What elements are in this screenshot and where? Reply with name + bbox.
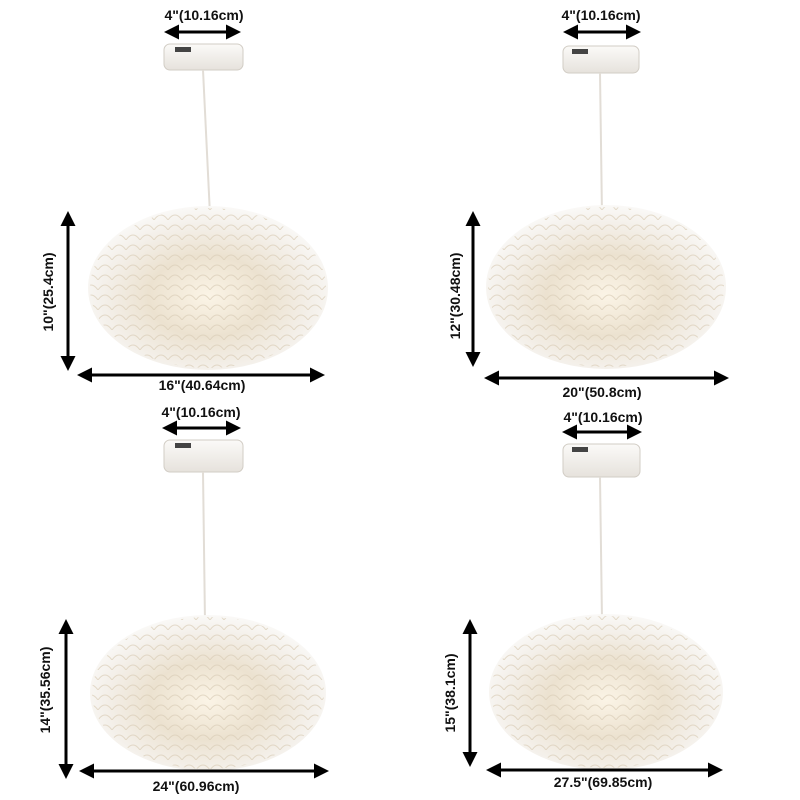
- canopy-width-label: 4"(10.16cm): [561, 7, 640, 23]
- feather-shade: [90, 615, 326, 771]
- ceiling-canopy: [163, 439, 244, 473]
- ceiling-canopy: [163, 43, 244, 71]
- lamp-panel-27-5in: 4"(10.16cm) 15"(38.1cm) 27.5"(69.85cm): [442, 409, 723, 790]
- feather-shade: [486, 205, 726, 369]
- feather-shade: [489, 614, 723, 770]
- ceiling-canopy: [562, 443, 641, 478]
- diameter-label: 20"(50.8cm): [562, 384, 641, 400]
- height-label: 12"(30.48cm): [447, 253, 463, 340]
- canopy-width-label: 4"(10.16cm): [164, 7, 243, 23]
- height-label: 10"(25.4cm): [40, 252, 56, 331]
- diameter-label: 27.5"(69.85cm): [554, 774, 652, 790]
- suspension-cord: [202, 471, 206, 623]
- diameter-label: 16"(40.64cm): [159, 377, 246, 393]
- height-label: 14"(35.56cm): [37, 647, 53, 734]
- lamp-panel-20in: 4"(10.16cm) 12"(30.48cm) 20"(50.8cm): [447, 7, 729, 400]
- diameter-label: 24"(60.96cm): [153, 778, 240, 794]
- ceiling-canopy: [562, 45, 640, 74]
- canopy-width-label: 4"(10.16cm): [563, 409, 642, 425]
- canopy-width-label: 4"(10.16cm): [161, 404, 240, 420]
- height-label: 15"(38.1cm): [442, 653, 458, 732]
- lamp-panel-24in: 4"(10.16cm) 14"(35.56cm) 24"(60.96cm): [37, 404, 329, 794]
- suspension-cord: [599, 476, 603, 621]
- suspension-cord: [202, 69, 211, 216]
- suspension-cord: [599, 72, 603, 216]
- feather-shade: [88, 206, 328, 370]
- lamp-panel-16in: 4"(10.16cm) 10"(25.4cm) 16"(40.64cm): [40, 7, 328, 393]
